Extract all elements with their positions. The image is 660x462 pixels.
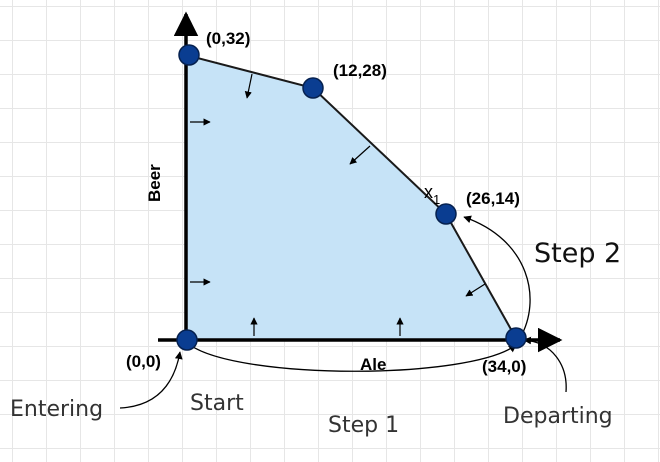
vertices: [176, 44, 527, 351]
vertex-12-28: [302, 77, 324, 99]
departing-label: Departing: [503, 404, 613, 429]
normal-arrow: [465, 283, 486, 297]
normal-arrow: [244, 73, 253, 99]
step1-label: Step 1: [328, 413, 399, 438]
y-axis-label: Beer: [145, 164, 164, 202]
step2-label: Step 2: [534, 238, 621, 269]
step2-arrow: [463, 215, 531, 339]
vertex-0-32: [178, 44, 200, 66]
step1-arrow: [189, 344, 517, 372]
label-26-14: (26,14): [466, 189, 520, 208]
departing-arrow: [523, 336, 567, 393]
entering-arrow: [119, 351, 183, 409]
label-0-0: (0,0): [126, 352, 161, 371]
normal-arrow: [349, 145, 371, 165]
constraint-normal-arrows: [190, 73, 486, 336]
label-12-28: (12,28): [333, 61, 387, 80]
entering-label: Entering: [10, 397, 103, 422]
vertex-0-0: [176, 329, 198, 351]
x1-label: x1: [424, 182, 440, 207]
start-label: Start: [190, 391, 244, 416]
label-0-32: (0,32): [206, 29, 250, 48]
vertex-26-14: [435, 203, 457, 225]
label-34-0: (34,0): [482, 357, 526, 376]
x-axis-label: Ale: [360, 355, 386, 374]
vertex-34-0: [505, 327, 527, 349]
